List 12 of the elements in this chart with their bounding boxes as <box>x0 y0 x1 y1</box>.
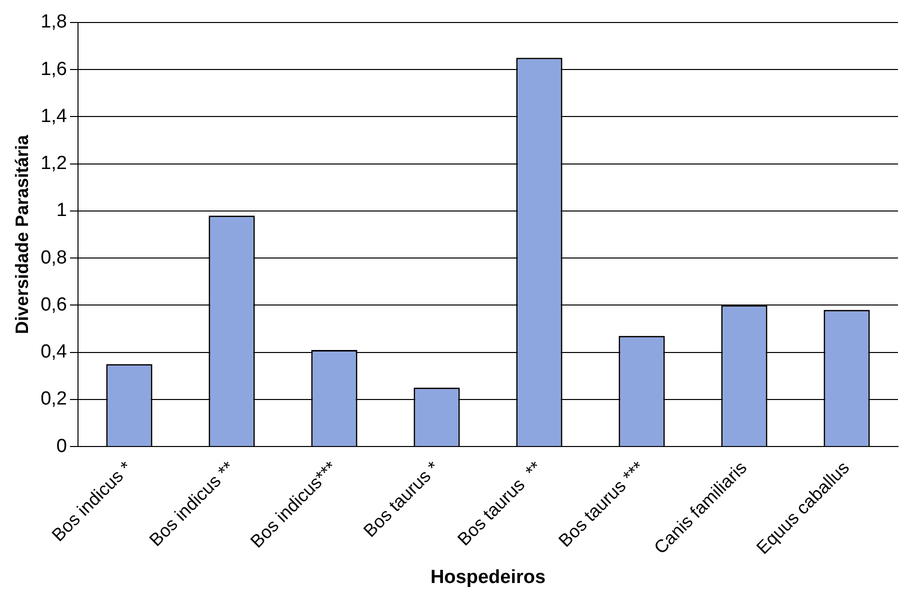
y-tick-label: 0,6 <box>40 294 68 316</box>
y-tick-label: 0,4 <box>40 342 68 363</box>
y-tick-label: 1,8 <box>40 12 68 33</box>
y-tick-label: 1 <box>56 200 68 222</box>
y-axis-title: Diversidade Parasitária <box>12 134 32 334</box>
y-tick-label: 1,4 <box>40 106 68 127</box>
y-tick-label: 0,2 <box>40 388 68 410</box>
x-axis-title: Hospedeiros <box>430 566 546 588</box>
y-tick-label: 1,2 <box>40 153 68 174</box>
y-tick-label: 0,8 <box>40 247 68 268</box>
y-tick-label: 0 <box>56 436 68 457</box>
y-tick-label: 1,6 <box>40 58 68 80</box>
